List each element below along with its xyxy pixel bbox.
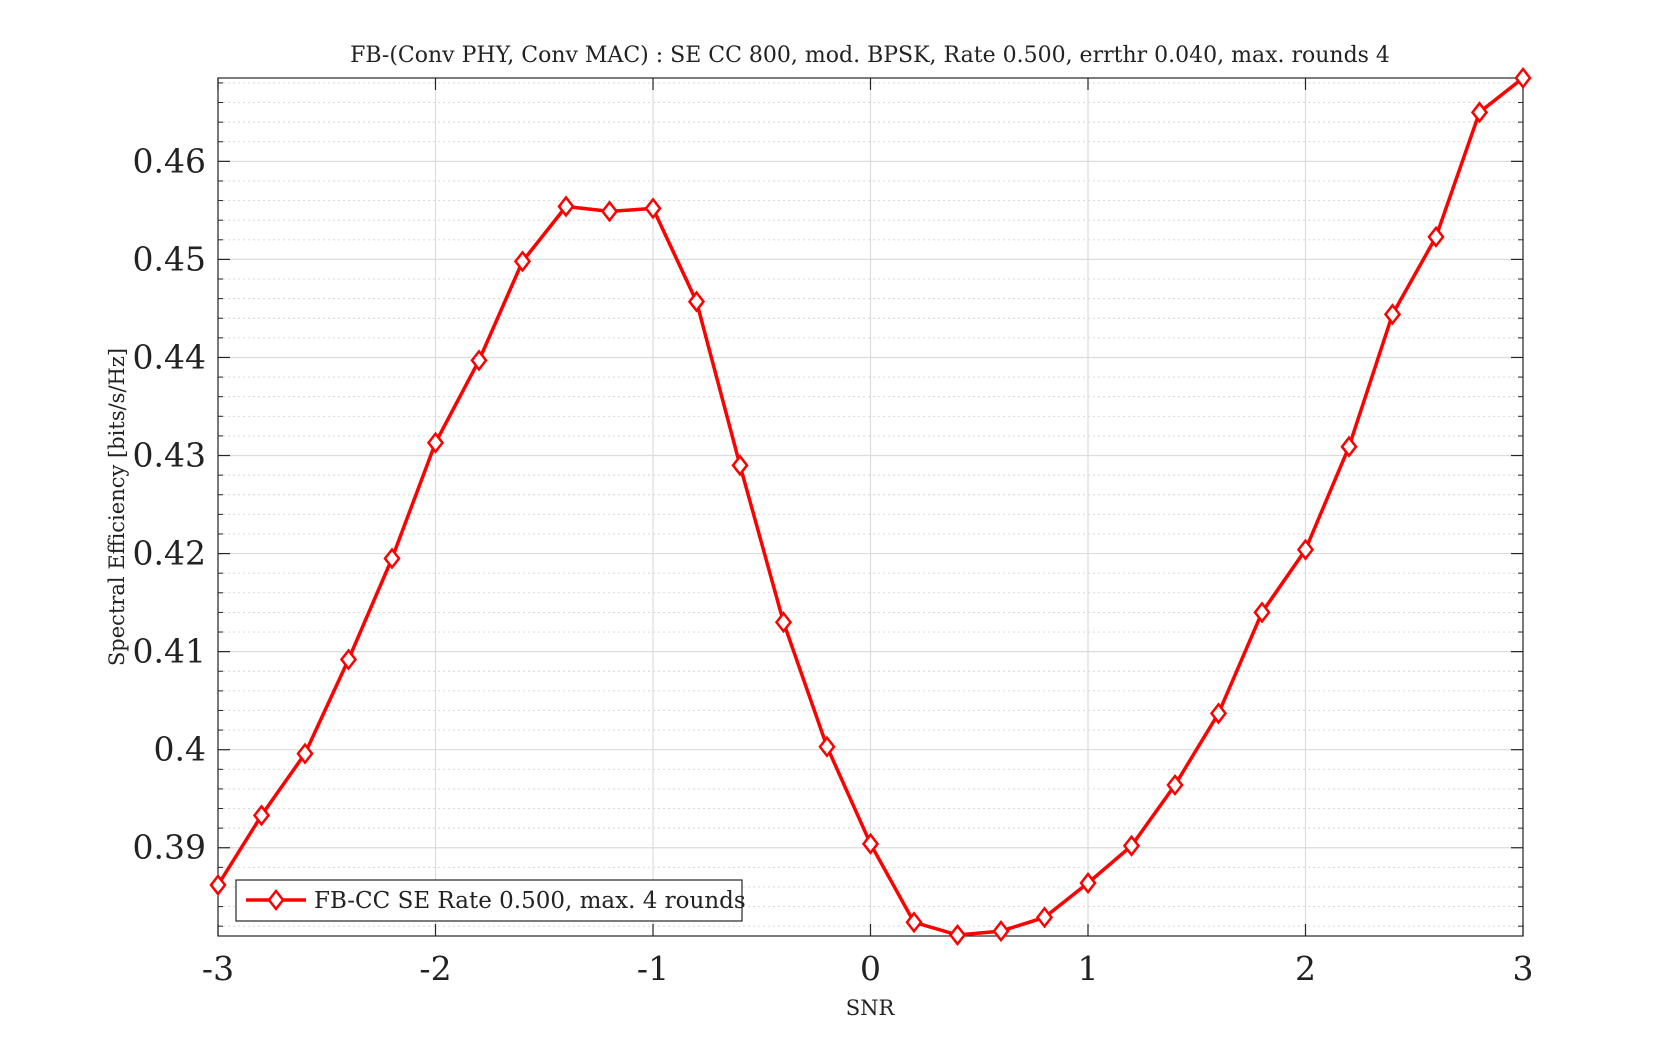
- chart-title: FB-(Conv PHY, Conv MAC) : SE CC 800, mod…: [350, 43, 1390, 68]
- y-tick-label: 0.4: [154, 730, 206, 769]
- data-point-marker: [905, 911, 923, 934]
- data-point-marker: [774, 611, 793, 634]
- data-point-marker: [644, 197, 662, 220]
- data-point-marker: [557, 195, 575, 218]
- data-point-marker: [818, 735, 836, 758]
- data-point-marker: [1427, 225, 1445, 248]
- data-point-marker: [513, 250, 532, 273]
- x-tick-label: 3: [1513, 949, 1534, 988]
- y-tick-label: 0.39: [133, 828, 206, 867]
- data-point-marker: [1035, 906, 1054, 929]
- series-layer: [209, 66, 1532, 947]
- y-tick-label: 0.42: [133, 534, 206, 573]
- legend: FB-CC SE Rate 0.500, max. 4 rounds: [235, 879, 746, 922]
- data-point-marker: [731, 454, 749, 477]
- y-tick-label: 0.45: [133, 239, 206, 278]
- data-point-marker: [687, 290, 706, 313]
- data-point-marker: [339, 648, 358, 671]
- data-point-marker: [1253, 601, 1271, 624]
- x-tick-label: -1: [637, 949, 669, 988]
- data-point-marker: [1209, 702, 1228, 725]
- x-axis-label: SNR: [846, 996, 896, 1020]
- legend-diamond-icon: [267, 888, 285, 912]
- data-point-marker: [209, 873, 227, 897]
- x-tick-label: 2: [1295, 949, 1316, 988]
- x-tick-label: 1: [1078, 949, 1099, 988]
- data-point-marker: [1166, 773, 1184, 797]
- data-point-marker: [383, 547, 401, 570]
- data-point-marker: [600, 200, 619, 223]
- y-tick-label: 0.46: [133, 141, 206, 180]
- data-point-marker: [948, 923, 967, 947]
- y-tick-label: 0.44: [133, 337, 206, 376]
- data-point-marker: [426, 431, 445, 454]
- y-tick-label: 0.43: [133, 436, 206, 475]
- data-point-marker: [1340, 435, 1358, 458]
- tick-labels: 0.39 0.4 0.41 0.42 0.43 0.44 0.45 0.46 -3 -2 -1 0 1 2…: [133, 141, 1534, 988]
- legend-entry-label: FB-CC SE Rate 0.500, max. 4 rounds: [314, 888, 746, 914]
- x-tick-label: -3: [202, 949, 234, 988]
- data-point-marker: [1122, 834, 1141, 857]
- data-point-marker: [470, 349, 488, 372]
- data-point-marker: [1514, 66, 1532, 90]
- x-tick-label: 0: [860, 949, 881, 988]
- legend-box: [235, 879, 743, 922]
- data-point-marker: [1296, 538, 1315, 561]
- plot-frame: [217, 77, 1524, 937]
- data-point-marker: [252, 804, 271, 827]
- data-point-marker: [1079, 872, 1097, 895]
- x-tick-label: -2: [419, 949, 451, 988]
- data-point-marker: [1470, 101, 1489, 124]
- data-point-marker: [861, 832, 880, 855]
- data-point-marker: [1383, 303, 1402, 326]
- data-point-marker: [992, 920, 1010, 943]
- data-point-marker: [296, 742, 314, 765]
- y-axis-label: Spectral Efficiency [bits/s/Hz]: [105, 348, 129, 666]
- y-tick-label: 0.41: [133, 632, 206, 671]
